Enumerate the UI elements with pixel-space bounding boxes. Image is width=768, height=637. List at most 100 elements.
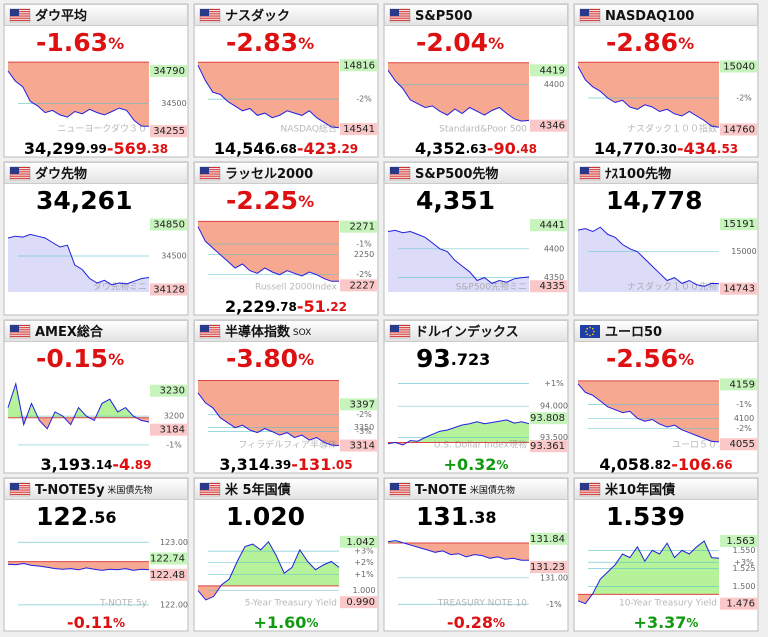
low-label: 14760: [723, 125, 755, 136]
title-note: 米国債先物: [105, 484, 153, 496]
low-label-bg: [530, 561, 567, 574]
flag-stripe: [200, 176, 220, 178]
flag-stripe: [200, 494, 220, 496]
flag-stripe: [10, 488, 30, 490]
headline: -2.83%: [226, 28, 314, 57]
flag-canton: [200, 483, 209, 490]
low-label-bg: [340, 279, 377, 292]
low-label-bg: [340, 596, 377, 609]
flag-stripe: [580, 18, 600, 20]
price: 4,352: [415, 139, 466, 158]
price: 14,546: [214, 139, 276, 158]
headline-main: 122: [36, 502, 88, 531]
panel: T-NOTE 米国債先物 131.38 131.00 -1% 131.84 131.23 T…: [383, 477, 569, 632]
area-fill: [8, 234, 149, 292]
bottom-quote: +3.37%: [634, 613, 699, 632]
flag-stripe: [580, 483, 600, 484]
flag-stripe: [10, 170, 30, 172]
tick-label: 4400: [544, 80, 564, 89]
change: +3.37: [634, 613, 687, 632]
tick-label: -3%: [356, 427, 372, 436]
headline-main: 34,261: [36, 186, 132, 215]
price: 14,770: [594, 139, 656, 158]
panel: 半導体指数 SOX -3.80% -2% 3350-3% 3397 3314 フィラデルフィ…: [193, 319, 379, 474]
panel-title: ラッセル2000: [225, 167, 313, 182]
low-label: 4335: [540, 281, 565, 292]
low-label: 1.476: [726, 599, 755, 610]
panel-header: [194, 478, 378, 500]
bottom-quote: -0.28%: [447, 613, 505, 632]
panel-title: ユーロ50: [605, 325, 662, 340]
flag-star: [592, 333, 594, 336]
gain-fill: [198, 541, 339, 586]
flag-stripe: [10, 325, 30, 326]
title: 米10年国債: [605, 482, 675, 498]
flag-stripe: [200, 178, 220, 180]
bottom-quote: 4,352.63-90.48: [415, 139, 537, 158]
tick-label: +1%: [354, 570, 374, 579]
price-line: [387, 70, 530, 122]
panel-title: AMEX総合: [35, 324, 104, 340]
headline-main: -1.63: [36, 28, 108, 57]
high-label: 14816: [343, 60, 375, 71]
tick-label: +1%: [544, 379, 564, 388]
tick-label: -2%: [736, 94, 752, 103]
flag-stripe: [580, 484, 600, 486]
flag-canton: [580, 167, 589, 174]
panel-title: 米 5年国債: [225, 482, 291, 498]
flag-stripe: [390, 490, 410, 492]
low-label: 122.48: [150, 570, 185, 581]
price-line: [387, 540, 529, 561]
headline-small: %: [298, 192, 314, 211]
watermark: TREASURY NOTE 10: [437, 599, 528, 609]
flag-star: [589, 334, 591, 337]
change-small: .29: [337, 142, 358, 156]
panel-header: [4, 320, 188, 342]
panel-header: [194, 320, 378, 342]
headline-small: %: [298, 34, 314, 53]
flag-stripe: [580, 488, 600, 490]
headline: -3.80%: [226, 344, 314, 373]
price-line: [577, 383, 720, 443]
change: -0.11: [67, 613, 113, 632]
panel-title: ダウ平均: [35, 8, 87, 24]
flag-canton: [390, 167, 399, 174]
headline: 1.020: [226, 502, 305, 531]
panel: S&P500先物 4,351 4400 4350 4441 4335 S&P500先物ミニ: [383, 161, 569, 316]
high-label-bg: [530, 412, 567, 425]
price: 2,229: [225, 297, 276, 316]
title: 米 5年国債: [225, 482, 291, 498]
flag-stripe: [390, 483, 410, 484]
high-label-bg: [720, 535, 757, 548]
flag-stripe: [200, 168, 220, 170]
flag-stripe: [390, 170, 410, 172]
price: 3,314: [219, 455, 270, 474]
headline-main: -2.83: [226, 28, 298, 57]
flag-canton: [200, 325, 209, 332]
high-label: 122.74: [150, 554, 185, 565]
headline-small: %: [108, 350, 124, 369]
headline: -2.86%: [606, 28, 694, 57]
flag-stripe: [390, 325, 410, 326]
low-label: 4055: [730, 439, 755, 450]
flag-stripe: [580, 10, 600, 12]
flag-stripe: [10, 174, 30, 176]
flag-stripe: [10, 10, 30, 12]
title: ダウ平均: [35, 8, 87, 24]
flag-stripe: [390, 174, 410, 176]
price-small: .30: [656, 142, 677, 156]
flag-star: [592, 327, 594, 330]
panel-header: [574, 162, 758, 184]
panel: ダウ先物 34,261 34500 34850 34128 ダウ先物ミニ: [3, 161, 189, 316]
high-label: 2271: [350, 222, 375, 233]
high-label-bg: [530, 64, 567, 77]
high-label-bg: [720, 218, 757, 231]
headline-small: %: [298, 350, 314, 369]
low-label: 131.23: [530, 562, 565, 573]
flag-stripe: [10, 9, 30, 10]
price-line: [197, 540, 340, 601]
bottom-quote: 4,058.82-106.66: [599, 455, 732, 474]
headline: 93.723: [416, 344, 490, 373]
high-label-bg: [150, 384, 187, 397]
low-label: 93.361: [530, 441, 565, 452]
